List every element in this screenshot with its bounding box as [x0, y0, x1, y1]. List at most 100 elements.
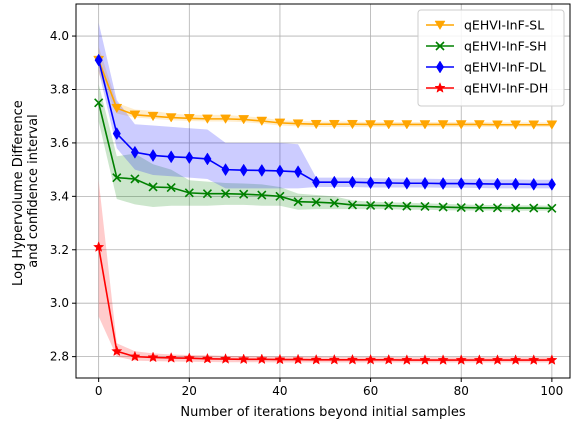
point-qehvi-inf-sh	[529, 203, 539, 213]
point-qehvi-inf-sh	[94, 98, 104, 108]
point-qehvi-inf-dh	[437, 354, 449, 365]
band-qehvi-inf-dl	[98, 22, 552, 189]
point-qehvi-inf-sl	[437, 120, 449, 130]
point-qehvi-inf-sh	[347, 200, 358, 210]
point-qehvi-inf-dh	[201, 352, 214, 364]
point-qehvi-inf-sl	[328, 119, 340, 130]
legend-marker-qehvi-inf-dl	[435, 60, 445, 74]
point-qehvi-inf-dl	[511, 177, 520, 191]
point-qehvi-inf-sh	[130, 174, 140, 184]
x-tick-label: 0	[95, 384, 103, 398]
point-qehvi-inf-sh	[148, 182, 158, 192]
y-axis-label-line-2: and confidence interval	[26, 114, 41, 267]
point-qehvi-inf-dh	[147, 351, 159, 363]
point-qehvi-inf-dh	[455, 354, 467, 365]
point-qehvi-inf-dh	[401, 354, 413, 365]
y-axis-label: Log Hypervolume Difference and confidenc…	[11, 96, 41, 286]
point-qehvi-inf-dh	[165, 352, 177, 363]
point-qehvi-inf-dh	[328, 353, 340, 365]
point-qehvi-inf-dh	[546, 354, 558, 365]
point-qehvi-inf-sl	[129, 110, 141, 120]
legend: qEHVI-InF-SL qEHVI-InF-SH qEHVI-InF-DL qEHV…	[417, 9, 565, 107]
x-axis-label: Number of iterations beyond initial samp…	[180, 405, 466, 420]
point-qehvi-inf-sh	[239, 189, 249, 199]
point-qehvi-inf-dh	[509, 354, 522, 365]
axis-ticks: 0 20 40 60 80 100 2.8 3.0 3.2 3.4 3.6 3.8 4.0	[50, 29, 563, 398]
legend-label: qEHVI-InF-SL	[464, 18, 544, 33]
point-qehvi-inf-sh	[456, 202, 466, 213]
point-qehvi-inf-sh	[257, 190, 267, 200]
point-qehvi-inf-dl	[167, 150, 176, 164]
x-tick-label: 60	[363, 384, 378, 398]
point-qehvi-inf-sh	[366, 200, 376, 210]
point-qehvi-inf-sh	[438, 202, 448, 212]
point-qehvi-inf-sh	[202, 189, 212, 199]
point-qehvi-inf-dl	[257, 163, 266, 177]
point-qehvi-inf-sl	[419, 120, 431, 130]
point-qehvi-inf-sl	[165, 113, 177, 123]
point-qehvi-inf-sl	[256, 116, 268, 127]
point-qehvi-inf-sl	[183, 114, 195, 124]
point-qehvi-inf-sl	[238, 115, 250, 125]
point-qehvi-inf-dl	[384, 176, 393, 190]
y-tick-label: 3.2	[50, 243, 69, 257]
plot-frame	[75, 3, 571, 379]
point-qehvi-inf-sl	[383, 120, 395, 130]
point-qehvi-inf-sh	[547, 203, 557, 213]
point-qehvi-inf-sh	[420, 201, 430, 212]
point-qehvi-inf-dh	[274, 353, 286, 365]
point-qehvi-inf-dl	[149, 148, 158, 162]
y-tick-label: 3.4	[50, 189, 69, 203]
point-qehvi-inf-sh	[184, 188, 194, 198]
point-qehvi-inf-dh	[364, 353, 377, 365]
point-qehvi-inf-dl	[420, 176, 430, 190]
point-qehvi-inf-sh	[311, 197, 321, 207]
x-tick-label: 20	[182, 384, 197, 398]
point-qehvi-inf-sl	[111, 103, 123, 114]
point-qehvi-inf-dh	[292, 353, 304, 365]
legend-label: qEHVI-InF-DL	[464, 60, 546, 75]
point-qehvi-inf-dl	[203, 152, 212, 166]
point-qehvi-inf-sh	[220, 189, 231, 199]
point-qehvi-inf-sl	[347, 119, 358, 130]
point-qehvi-inf-dl	[275, 164, 284, 178]
point-qehvi-inf-sl	[365, 120, 377, 130]
point-qehvi-inf-dh	[183, 352, 195, 364]
point-qehvi-inf-sl	[510, 120, 522, 130]
y-tick-label: 3.8	[50, 82, 69, 96]
point-qehvi-inf-dl	[112, 127, 121, 141]
point-qehvi-inf-dl	[529, 177, 538, 191]
point-qehvi-inf-dl	[221, 163, 230, 177]
line-qehvi-inf-sh	[97, 102, 552, 210]
point-qehvi-inf-sl	[292, 119, 304, 129]
point-qehvi-inf-dl	[94, 53, 103, 67]
legend-marker-qehvi-inf-sh	[435, 41, 445, 51]
point-qehvi-inf-dl	[294, 165, 303, 179]
point-qehvi-inf-sh	[384, 201, 394, 211]
point-qehvi-inf-dh	[256, 353, 268, 365]
point-qehvi-inf-sl	[492, 120, 503, 130]
point-qehvi-inf-sh	[293, 197, 303, 207]
x-tick-label: 80	[454, 384, 469, 398]
point-qehvi-inf-dl	[239, 163, 248, 177]
point-qehvi-inf-dh	[219, 353, 232, 364]
point-qehvi-inf-dl	[185, 151, 194, 165]
point-qehvi-inf-dh	[310, 353, 322, 365]
point-qehvi-inf-dl	[348, 175, 357, 189]
y-axis-label-line-1: Log Hypervolume Difference	[11, 100, 26, 286]
confidence-bands	[98, 22, 552, 363]
point-qehvi-inf-dl	[493, 177, 502, 191]
point-qehvi-inf-dh	[111, 345, 123, 357]
point-qehvi-inf-sl	[201, 114, 213, 124]
point-qehvi-inf-sh	[329, 198, 339, 208]
point-qehvi-inf-sl	[401, 120, 413, 130]
point-qehvi-inf-dl	[330, 175, 339, 189]
y-tick-label: 3.0	[50, 296, 69, 310]
point-qehvi-inf-dh	[383, 353, 395, 365]
point-qehvi-inf-dl	[312, 175, 321, 189]
point-qehvi-inf-dh	[419, 354, 431, 365]
point-qehvi-inf-sl	[528, 120, 540, 130]
point-qehvi-inf-dh	[129, 350, 141, 362]
point-qehvi-inf-sh	[474, 203, 484, 213]
legend-label: qEHVI-InF-DH	[464, 81, 548, 96]
